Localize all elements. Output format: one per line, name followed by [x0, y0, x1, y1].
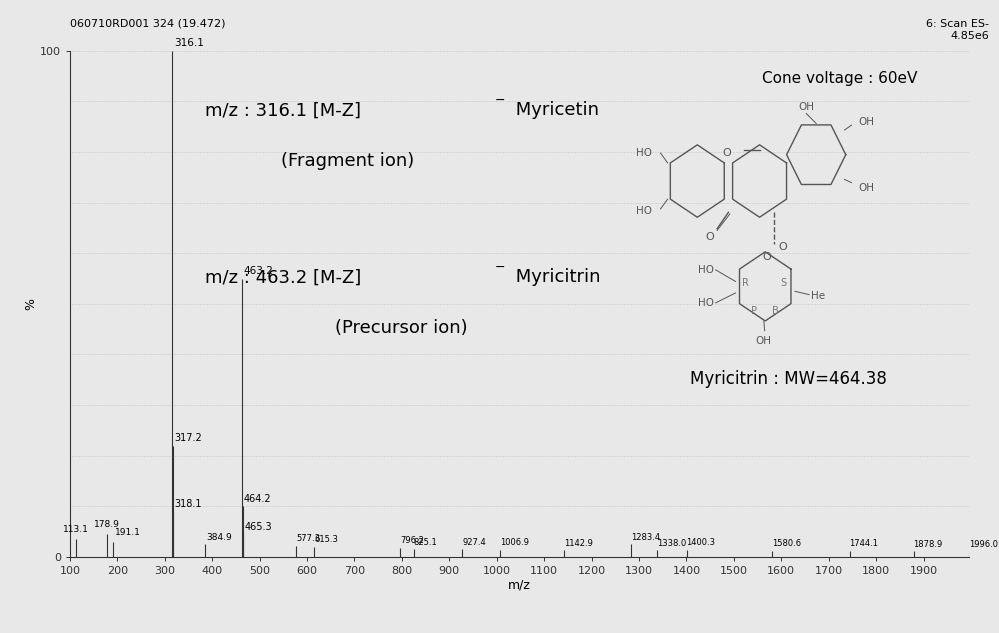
- Text: O: O: [778, 242, 787, 252]
- Text: −: −: [495, 94, 504, 107]
- Text: R: R: [742, 278, 749, 288]
- Text: 6: Scan ES-
4.85e6: 6: Scan ES- 4.85e6: [926, 19, 989, 41]
- Text: HO: HO: [635, 148, 651, 158]
- Text: HO: HO: [698, 298, 714, 308]
- Text: O: O: [762, 252, 771, 261]
- Text: O: O: [722, 148, 731, 158]
- Text: O: O: [705, 232, 714, 242]
- Text: OH: OH: [756, 335, 772, 346]
- Text: 318.1: 318.1: [174, 499, 202, 509]
- Text: 384.9: 384.9: [206, 533, 232, 542]
- Text: Cone voltage : 60eV: Cone voltage : 60eV: [762, 71, 918, 86]
- Text: 1283.4: 1283.4: [631, 533, 660, 542]
- Text: 463.2: 463.2: [243, 266, 273, 276]
- Text: (Precursor ion): (Precursor ion): [335, 319, 468, 337]
- Text: 1744.1: 1744.1: [849, 539, 878, 548]
- Text: 113.1: 113.1: [63, 525, 89, 534]
- Text: 178.9: 178.9: [95, 520, 120, 529]
- Text: 1878.9: 1878.9: [913, 540, 943, 549]
- Text: 796.2: 796.2: [400, 536, 424, 546]
- Text: OH: OH: [798, 102, 814, 112]
- Text: m/z : 316.1 [M-Z]: m/z : 316.1 [M-Z]: [205, 101, 361, 119]
- Text: 060710RD001 324 (19.472): 060710RD001 324 (19.472): [70, 19, 226, 29]
- Text: 1142.9: 1142.9: [564, 539, 593, 548]
- Text: 825.1: 825.1: [414, 538, 438, 547]
- Text: −: −: [495, 261, 504, 274]
- Text: 191.1: 191.1: [115, 528, 141, 537]
- Text: HO: HO: [635, 206, 651, 216]
- Text: He: He: [810, 291, 824, 301]
- Text: Myricetin: Myricetin: [510, 101, 599, 119]
- Text: HO: HO: [698, 265, 714, 275]
- Text: 1006.9: 1006.9: [500, 539, 529, 548]
- Text: OH: OH: [858, 183, 875, 192]
- Text: 316.1: 316.1: [174, 38, 204, 48]
- Y-axis label: %: %: [24, 298, 37, 310]
- Text: 464.2: 464.2: [244, 494, 271, 504]
- Text: 1400.3: 1400.3: [686, 539, 715, 548]
- Text: m/z : 463.2 [M-Z]: m/z : 463.2 [M-Z]: [205, 268, 361, 286]
- Text: 317.2: 317.2: [174, 433, 202, 443]
- Text: 1338.0: 1338.0: [657, 539, 686, 548]
- X-axis label: m/z: m/z: [508, 579, 530, 592]
- Text: 465.3: 465.3: [244, 522, 272, 532]
- Text: B: B: [772, 306, 778, 316]
- Text: 927.4: 927.4: [463, 538, 487, 547]
- Text: P: P: [751, 306, 757, 316]
- Text: (Fragment ion): (Fragment ion): [282, 152, 415, 170]
- Text: Myricitrin: Myricitrin: [510, 268, 601, 286]
- Text: OH: OH: [858, 117, 875, 127]
- Text: S: S: [780, 278, 786, 288]
- Text: Myricitrin : MW=464.38: Myricitrin : MW=464.38: [690, 370, 887, 387]
- Text: 1996.0: 1996.0: [969, 541, 998, 549]
- Text: 615.3: 615.3: [315, 536, 339, 544]
- Text: 1580.6: 1580.6: [772, 539, 801, 548]
- Text: 577.3: 577.3: [297, 534, 321, 543]
